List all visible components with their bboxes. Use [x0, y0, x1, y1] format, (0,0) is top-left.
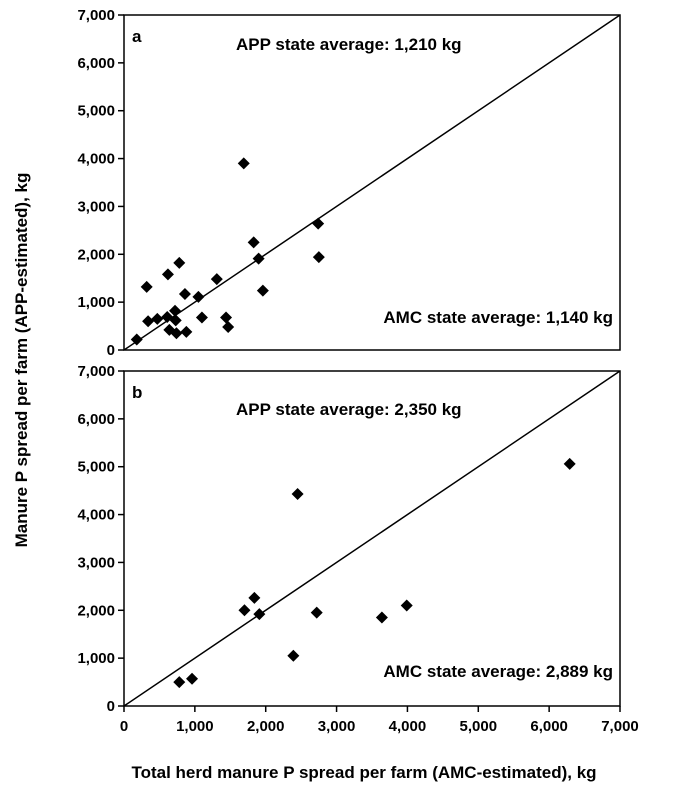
- panel-a-y-tick-label: 0: [107, 342, 115, 359]
- panel-a-data-point: [256, 284, 269, 297]
- panel-b-data-point: [287, 649, 300, 662]
- panel-b-x-tick-label: 7,000: [601, 718, 639, 735]
- panel-b-data-point: [563, 457, 576, 470]
- panel-b-y-tick-label: 4,000: [77, 507, 115, 524]
- panel-b-data-point: [186, 672, 199, 685]
- panel-b-x-tick-label: 1,000: [176, 718, 214, 735]
- panel-b-x-axis: 0 1,000 2,000 3,000 4,000 5,000 6,000 7,000: [120, 706, 639, 735]
- panel-a-data-point: [222, 321, 235, 334]
- panel-b-y-tick-label: 7,000: [77, 363, 115, 380]
- x-axis-title: Total herd manure P spread per farm (AMC…: [131, 763, 596, 782]
- panel-b-y-tick-label: 0: [107, 698, 115, 715]
- panel-b-letter: b: [132, 383, 142, 402]
- panel-b-data-point: [173, 676, 186, 689]
- panel-a-data-point: [312, 217, 325, 230]
- panel-a-data-point: [195, 311, 208, 324]
- panel-b-x-tick-label: 2,000: [247, 718, 285, 735]
- panel-a-y-tick-label: 5,000: [77, 103, 115, 120]
- panel-a-data-point: [247, 236, 260, 249]
- panel-b-plot-frame: [123, 370, 621, 707]
- panel-b-x-tick-label: 3,000: [318, 718, 356, 735]
- panel-a-data-point: [169, 314, 182, 327]
- panel-a: 0 1,000 2,000 3,000 4,000 5,000 6,000 7,000 a A…: [77, 7, 621, 359]
- panel-b-data-point: [400, 599, 413, 612]
- panel-a-y-tick-label: 3,000: [77, 198, 115, 215]
- panel-a-data-point: [173, 256, 186, 269]
- panel-a-y-tick-label: 2,000: [77, 246, 115, 263]
- panel-a-y-tick-label: 6,000: [77, 55, 115, 72]
- panel-a-data-point: [178, 288, 191, 301]
- panel-b-y-tick-label: 6,000: [77, 411, 115, 428]
- panel-b-y-tick-label: 3,000: [77, 554, 115, 571]
- panel-b-reference-line: [123, 370, 621, 707]
- panel-a-points: [130, 157, 325, 346]
- panel-b-data-point: [375, 611, 388, 624]
- panel-b: 0 1,000 2,000 3,000 4,000 5,000 6,000 7,000 0 1,…: [77, 363, 638, 735]
- panel-a-data-point: [237, 157, 250, 170]
- panel-a-reference-line: [123, 14, 621, 351]
- panel-b-points: [173, 457, 576, 689]
- panel-b-amc-average: AMC state average: 2,889 kg: [383, 662, 613, 681]
- panel-a-data-point: [170, 327, 183, 340]
- panel-b-x-tick-label: 0: [120, 718, 128, 735]
- panel-b-x-tick-label: 6,000: [530, 718, 568, 735]
- panel-b-y-tick-label: 5,000: [77, 459, 115, 476]
- panel-a-data-point: [151, 312, 164, 325]
- panel-a-data-point: [169, 304, 182, 317]
- y-axis-title: Manure P spread per farm (APP-estimated)…: [12, 173, 31, 548]
- panel-a-y-tick-label: 1,000: [77, 294, 115, 311]
- panel-a-data-point: [140, 280, 153, 293]
- panel-a-y-tick-label: 7,000: [77, 7, 115, 24]
- panel-a-data-point: [161, 268, 174, 281]
- panel-b-data-point: [248, 591, 261, 604]
- panel-a-data-point: [252, 252, 265, 265]
- panel-b-x-tick-label: 5,000: [460, 718, 498, 735]
- panel-b-app-average: APP state average: 2,350 kg: [236, 400, 462, 419]
- panel-a-y-axis: 0 1,000 2,000 3,000 4,000 5,000 6,000 7,000: [77, 7, 124, 359]
- panel-b-y-tick-label: 1,000: [77, 650, 115, 667]
- panel-a-data-point: [130, 333, 143, 346]
- panel-a-amc-average: AMC state average: 1,140 kg: [383, 308, 613, 327]
- panel-a-data-point: [180, 325, 193, 338]
- panel-a-data-point: [312, 251, 325, 264]
- panel-a-plot-frame: [123, 14, 621, 351]
- panel-b-data-point: [291, 487, 304, 500]
- panel-b-x-tick-label: 4,000: [389, 718, 427, 735]
- panel-b-y-tick-label: 2,000: [77, 602, 115, 619]
- panel-a-data-point: [192, 290, 205, 303]
- panel-b-data-point: [238, 604, 251, 617]
- panel-a-app-average: APP state average: 1,210 kg: [236, 35, 462, 54]
- panel-a-y-tick-label: 4,000: [77, 151, 115, 168]
- panel-b-data-point: [310, 606, 323, 619]
- panel-a-letter: a: [132, 27, 142, 46]
- panel-a-data-point: [210, 273, 223, 286]
- panel-a-data-point: [220, 311, 233, 324]
- panel-a-data-point: [142, 315, 155, 328]
- panel-b-data-point: [253, 608, 266, 621]
- panel-b-y-axis: 0 1,000 2,000 3,000 4,000 5,000 6,000 7,000: [77, 363, 124, 715]
